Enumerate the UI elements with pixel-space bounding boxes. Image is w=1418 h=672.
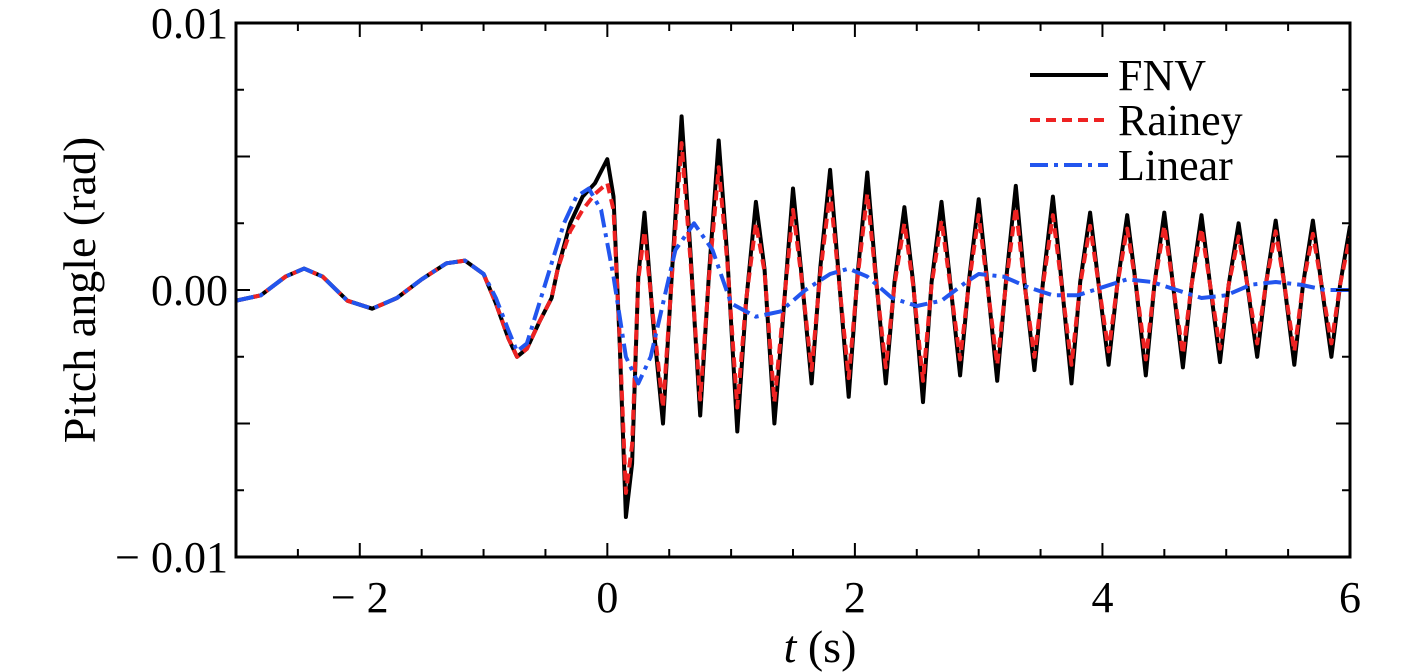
ticks-layer: − 2 0 2 4 6 − 0.01 0.00 0.01 (115, 0, 1361, 622)
x-tick-label: 6 (1339, 573, 1361, 622)
y-tick-label: 0.00 (151, 266, 228, 315)
x-tick-label: 0 (596, 573, 618, 622)
y-axis-label: Pitch angle (rad) (54, 137, 105, 444)
legend-label-linear: Linear (1118, 141, 1233, 190)
plot-frame (234, 21, 1352, 559)
series-line-rainey (236, 141, 1350, 495)
x-tick-label: 4 (1091, 573, 1113, 622)
x-axis-label: t (s) (784, 621, 857, 672)
x-tick-label: − 2 (331, 573, 389, 622)
x-axis-variable: t (784, 621, 798, 672)
x-axis-unit: (s) (796, 621, 856, 672)
legend-label-rainey: Rainey (1118, 96, 1243, 145)
y-tick-label: − 0.01 (115, 533, 228, 582)
series-layer (236, 114, 1350, 519)
x-tick-label: 2 (844, 573, 866, 622)
series-line-linear (236, 186, 1350, 386)
y-tick-label: 0.01 (151, 0, 228, 48)
legend-label-fnv: FNV (1118, 51, 1206, 100)
